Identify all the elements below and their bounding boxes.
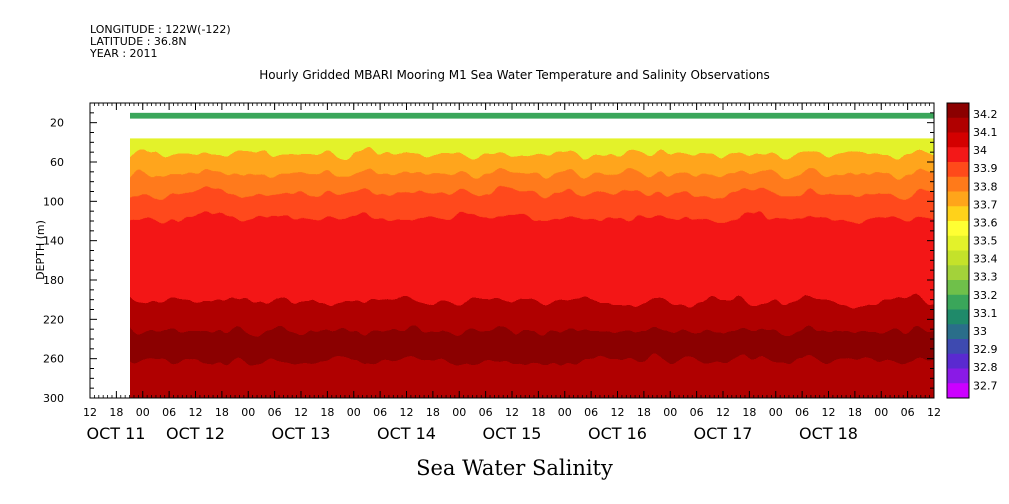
y-axis-label: DEPTH (m) [34,220,47,280]
y-tick-label: 60 [50,156,64,169]
x-hour-label: 12 [294,406,308,419]
colorbar-swatch [947,117,969,133]
x-hour-label: 06 [901,406,915,419]
salinity-layer [130,360,934,398]
x-hour-label: 06 [268,406,282,419]
x-hour-label: 00 [452,406,466,419]
y-tick-label: 220 [43,313,64,326]
y-tick-label: 140 [43,235,64,248]
x-hour-label: 18 [109,406,123,419]
colorbar-label: 33.8 [973,180,998,193]
colorbar-swatch [947,353,969,369]
colorbar-swatch [947,147,969,163]
colorbar-label: 34.2 [973,108,998,121]
salinity-layer [130,112,934,119]
colorbar-label: 33.3 [973,271,998,284]
colorbar-label: 33.9 [973,162,998,175]
x-hour-label: 12 [927,406,941,419]
y-tick-label: 300 [43,392,64,405]
x-hour-label: 00 [769,406,783,419]
y-tick-label: 180 [43,274,64,287]
x-hour-label: 12 [611,406,625,419]
chart-title: Hourly Gridded MBARI Mooring M1 Sea Wate… [259,68,770,82]
colorbar-swatch [947,294,969,310]
colorbar-label: 33.6 [973,216,998,229]
colorbar-swatch [947,221,969,237]
x-hour-label: 18 [426,406,440,419]
colorbar-swatch [947,280,969,296]
x-hour-label: 00 [874,406,888,419]
colorbar-label: 33 [973,325,987,338]
x-hour-label: 12 [189,406,203,419]
colorbar-swatch [947,191,969,207]
x-hour-label: 18 [637,406,651,419]
x-hour-label: 06 [690,406,704,419]
x-hour-label: 00 [347,406,361,419]
latitude-label: LATITUDE : 36.8N [90,35,187,48]
x-day-label: OCT 14 [377,424,436,443]
colorbar-swatch [947,324,969,340]
x-hour-label: 06 [795,406,809,419]
colorbar-swatch [947,235,969,251]
colorbar-label: 34 [973,144,987,157]
colorbar-label: 33.7 [973,198,998,211]
x-hour-label: 12 [822,406,836,419]
colorbar-label: 34.1 [973,126,998,139]
x-hour-label: 00 [558,406,572,419]
x-day-label: OCT 16 [588,424,647,443]
colorbar-swatch [947,103,969,119]
colorbar-label: 32.7 [973,379,998,392]
colorbar-swatch [947,162,969,178]
x-hour-label: 06 [373,406,387,419]
colorbar-label: 33.5 [973,235,998,248]
y-tick-label: 260 [43,353,64,366]
x-hour-label: 00 [241,406,255,419]
location-metadata: LONGITUDE : 122W(-122) LATITUDE : 36.8N … [90,24,231,60]
colorbar-swatch [947,309,969,325]
colorbar-swatch [947,176,969,192]
variable-title: Sea Water Salinity [416,456,613,480]
colorbar-swatch [947,368,969,384]
x-hour-label: 18 [215,406,229,419]
x-day-label: OCT 11 [87,424,146,443]
x-hour-label: 18 [320,406,334,419]
x-hour-label: 12 [83,406,97,419]
colorbar-label: 33.1 [973,307,998,320]
x-hour-label: 18 [848,406,862,419]
colorbar-swatch [947,383,969,399]
x-hour-label: 18 [531,406,545,419]
x-hour-label: 06 [162,406,176,419]
colorbar-swatch [947,339,969,355]
x-day-label: OCT 13 [272,424,331,443]
x-hour-label: 06 [584,406,598,419]
colorbar-swatch [947,265,969,281]
colorbar-label: 32.8 [973,361,998,374]
x-hour-label: 00 [663,406,677,419]
colorbar-frame [946,102,970,399]
colorbar: 34.2 34.1 34 33.9 33.8 33.7 33.6 33.5 33.4 33.3 33… [946,102,998,399]
colorbar-label: 33.4 [973,253,998,266]
colorbar-label: 32.9 [973,343,998,356]
x-hour-label: 18 [742,406,756,419]
y-tick-label: 100 [43,195,64,208]
x-day-label: OCT 17 [694,424,753,443]
year-label: YEAR : 2011 [90,47,158,60]
x-day-label: OCT 18 [799,424,858,443]
y-tick-label: 20 [50,117,64,130]
colorbar-swatch [947,206,969,222]
missing-data-gap [130,118,934,139]
x-hour-label: 00 [136,406,150,419]
salinity-field [130,112,934,398]
longitude-label: LONGITUDE : 122W(-122) [90,23,231,36]
colorbar-swatch [947,132,969,148]
x-hour-label: 12 [505,406,519,419]
colorbar-label: 33.2 [973,289,998,302]
colorbar-swatch [947,250,969,266]
x-hour-label: 12 [716,406,730,419]
x-hour-label: 06 [479,406,493,419]
x-day-label: OCT 12 [166,424,225,443]
x-day-label: OCT 15 [483,424,542,443]
x-hour-label: 12 [400,406,414,419]
